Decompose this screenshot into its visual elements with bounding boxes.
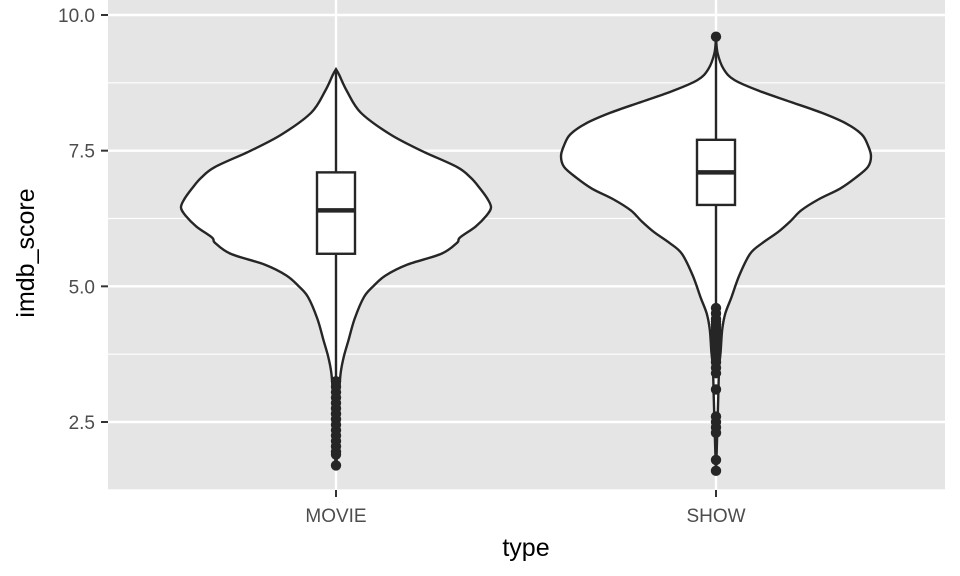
- y-tick-label: 2.5: [69, 413, 95, 434]
- violin-show: [559, 31, 873, 477]
- x-tick-label: MOVIE: [305, 506, 366, 527]
- outlier-point: [710, 367, 722, 379]
- y-tick-label: 10.0: [58, 6, 95, 27]
- outlier-point: [710, 427, 722, 439]
- y-axis: 2.5 5.0 7.5 10.0: [58, 6, 108, 434]
- y-axis-title: imdb_score: [12, 188, 40, 317]
- violin-movie: [179, 66, 493, 471]
- outlier-point: [330, 460, 342, 471]
- y-tick-label: 5.0: [69, 277, 95, 298]
- violins: [179, 31, 873, 477]
- outlier-point: [710, 465, 722, 477]
- y-tick-label: 7.5: [69, 142, 95, 163]
- x-axis-title: type: [502, 534, 549, 562]
- x-axis: MOVIE SHOW: [305, 490, 746, 527]
- outlier-point: [710, 384, 722, 395]
- outlier-point: [710, 454, 722, 466]
- x-tick-label: SHOW: [686, 506, 745, 527]
- outlier-point: [330, 449, 342, 460]
- outlier-point: [710, 31, 722, 42]
- box: [315, 171, 357, 255]
